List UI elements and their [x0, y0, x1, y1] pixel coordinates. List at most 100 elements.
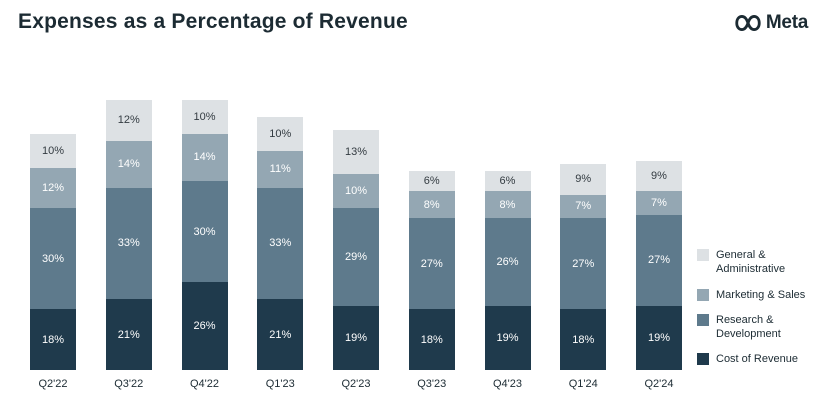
bar-segment-value: 13%	[344, 146, 368, 159]
legend-label: Research & Development	[716, 313, 781, 341]
bar-segment: 6%	[484, 170, 531, 192]
bar-segment: 19%	[636, 305, 682, 370]
bar-segment: 7%	[636, 191, 682, 215]
bar-segment-value: 9%	[575, 173, 592, 186]
bar-segment: 11%	[257, 150, 304, 188]
bar-column: 18% 27% 7% 9% Q1'24	[560, 164, 607, 390]
bar-segment-value: 19%	[496, 331, 519, 344]
bar-segment: 7%	[560, 194, 607, 219]
bar-segment-value: 18%	[41, 333, 65, 346]
bar-stack: 26% 30% 14% 10%	[181, 100, 228, 370]
bar-segment-value: 11%	[269, 163, 291, 176]
legend-swatch	[697, 353, 709, 366]
bar-segment-value: 30%	[41, 252, 65, 265]
bar-segment-value: 9%	[651, 169, 667, 182]
bar-column: 18% 30% 12% 10% Q2'22	[30, 133, 76, 390]
bar-segment: 26%	[484, 218, 531, 306]
bar-segment: 21%	[257, 299, 304, 370]
bar-segment: 27%	[636, 214, 682, 306]
bar-segment-value: 12%	[117, 114, 140, 127]
bar-stack: 18% 27% 8% 6%	[408, 170, 455, 370]
bar-segment-value: 10%	[193, 110, 216, 123]
bar-segment-value: 21%	[117, 328, 140, 341]
bar-segment: 26%	[181, 282, 228, 370]
bar-segment: 9%	[636, 160, 682, 192]
x-axis-label: Q2'23	[341, 378, 371, 390]
legend-swatch	[697, 313, 709, 326]
bar-column: 21% 33% 11% 10% Q1'23	[257, 116, 304, 390]
x-axis-label: Q2'24	[644, 378, 674, 390]
bar-segment-value: 19%	[344, 331, 368, 344]
x-axis-label: Q2'22	[38, 378, 68, 390]
bar-segment: 21%	[105, 299, 152, 370]
legend-label: General & Administrative	[716, 249, 786, 276]
legend-item: Cost of Revenue	[697, 352, 821, 366]
bar-column: 21% 33% 14% 12% Q3'22	[105, 100, 152, 390]
bar-segment: 18%	[30, 309, 76, 370]
bar-segment: 14%	[181, 133, 228, 181]
bar-segment-value: 29%	[344, 250, 368, 263]
bar-segment: 14%	[105, 140, 152, 188]
bar-segment: 8%	[484, 191, 531, 219]
x-axis-label: Q4'23	[492, 378, 522, 390]
x-axis-label: Q1'24	[568, 378, 598, 390]
bar-column: 19% 27% 7% 9% Q2'24	[636, 160, 682, 390]
bar-segment: 30%	[30, 208, 76, 310]
bar-segment-value: 7%	[575, 200, 592, 213]
bar-stack: 19% 26% 8% 6%	[484, 170, 531, 370]
legend-item: Research & Development	[697, 313, 821, 342]
bar-segment: 8%	[408, 191, 455, 219]
bar-segment: 30%	[181, 181, 228, 283]
bar-stack: 21% 33% 11% 10%	[257, 116, 304, 370]
meta-logo: Meta	[733, 12, 808, 34]
bar-segment: 18%	[560, 309, 607, 370]
bar-segment: 13%	[333, 130, 379, 175]
bar-column: 18% 27% 8% 6% Q3'23	[408, 170, 455, 390]
bar-columns: 18% 30% 12% 10% Q2'22 21% 33% 14% 12% Q3'22 26% 30%…	[30, 100, 682, 390]
stacked-bar-chart: 18% 30% 12% 10% Q2'22 21% 33% 14% 12% Q3'22 26% 30%…	[30, 100, 682, 390]
bar-segment: 29%	[333, 208, 379, 306]
legend-item: Marketing & Sales	[697, 288, 821, 302]
bar-segment: 18%	[408, 309, 455, 370]
bar-stack: 19% 27% 7% 9%	[636, 160, 682, 370]
bar-segment-value: 26%	[193, 320, 216, 333]
bar-column: 19% 26% 8% 6% Q4'23	[484, 170, 531, 390]
bar-segment-value: 18%	[420, 333, 443, 346]
bar-stack: 18% 27% 7% 9%	[560, 164, 607, 370]
bar-segment-value: 27%	[572, 257, 595, 270]
bar-segment: 27%	[408, 218, 455, 310]
meta-infinity-icon	[733, 13, 763, 33]
bar-segment-value: 8%	[499, 198, 516, 211]
bar-segment-value: 27%	[420, 257, 443, 270]
bar-segment-value: 6%	[499, 175, 516, 187]
bar-segment-value: 19%	[647, 331, 671, 344]
x-axis-label: Q3'22	[114, 378, 144, 390]
bar-segment-value: 27%	[647, 254, 671, 267]
bar-segment-value: 7%	[651, 196, 667, 209]
bar-segment: 6%	[408, 170, 455, 192]
bar-segment-value: 18%	[572, 333, 595, 346]
bar-segment: 10%	[181, 100, 228, 134]
bar-segment-value: 33%	[117, 237, 140, 250]
bar-segment-value: 6%	[423, 175, 440, 187]
bar-segment-value: 26%	[496, 256, 519, 268]
page-title: Expenses as a Percentage of Revenue	[18, 10, 408, 33]
bar-segment: 12%	[105, 100, 152, 141]
bar-segment-value: 21%	[269, 328, 292, 341]
bar-segment-value: 8%	[423, 198, 440, 211]
bar-segment: 33%	[105, 187, 152, 300]
bar-segment: 19%	[484, 305, 531, 370]
legend-label: Cost of Revenue	[716, 353, 798, 366]
x-axis-label: Q4'22	[189, 378, 219, 390]
bar-segment-value: 33%	[269, 237, 292, 250]
bar-stack: 19% 29% 10% 13%	[333, 130, 379, 370]
bar-column: 26% 30% 14% 10% Q4'22	[181, 100, 228, 390]
x-axis-label: Q1'23	[265, 378, 295, 390]
bar-segment-value: 30%	[193, 225, 216, 238]
chart-legend: General & Administrative Marketing & Sale…	[697, 248, 821, 367]
legend-item: General & Administrative	[697, 248, 821, 277]
bar-segment: 19%	[333, 305, 379, 370]
bar-segment: 10%	[257, 116, 304, 151]
meta-wordmark: Meta	[765, 12, 808, 33]
bar-segment-value: 10%	[344, 185, 368, 198]
